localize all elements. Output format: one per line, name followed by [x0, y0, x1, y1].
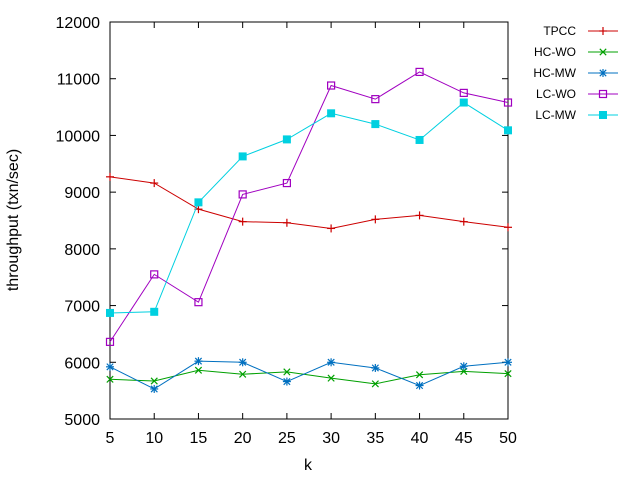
- data-point: [282, 178, 291, 188]
- data-point: [238, 152, 247, 161]
- data-point: [327, 81, 336, 90]
- data-point: [371, 95, 380, 104]
- data-point: [371, 120, 380, 129]
- x-tick-label: 25: [278, 430, 296, 447]
- y-tick-label: 9000: [64, 185, 100, 202]
- legend-label: HC-WO: [534, 45, 576, 59]
- data-point: [106, 362, 114, 371]
- series-hc-mw: [106, 357, 512, 393]
- data-point: [415, 67, 424, 77]
- legend-item: HC-WO: [534, 45, 618, 59]
- data-point: [194, 298, 203, 307]
- data-point: [327, 374, 335, 382]
- data-point: [459, 98, 468, 107]
- data-point: [504, 370, 512, 378]
- legend-item: TPCC: [543, 24, 618, 38]
- data-point: [150, 384, 159, 393]
- data-point: [194, 357, 203, 366]
- data-point: [327, 358, 336, 367]
- data-point: [503, 98, 513, 107]
- series-hc-wo: [106, 366, 512, 388]
- x-axis-label: k: [304, 457, 313, 474]
- data-point: [106, 308, 114, 317]
- legend: TPCC HC-WO HC-MW LC-WO LC-MW: [533, 24, 618, 122]
- series-line: [109, 101, 509, 314]
- data-point: [504, 358, 512, 367]
- data-point: [106, 375, 114, 383]
- data-point: [194, 198, 203, 207]
- legend-marker: [599, 111, 607, 119]
- plot-frame: [109, 21, 509, 420]
- data-point: [504, 223, 512, 232]
- legend-item: HC-MW: [533, 66, 618, 80]
- data-point: [238, 190, 247, 199]
- plot-area: [109, 21, 509, 420]
- data-point: [150, 179, 159, 188]
- series-tpcc: [106, 172, 512, 233]
- series-line: [109, 360, 509, 390]
- x-tick-label: 35: [366, 430, 384, 447]
- data-point: [371, 363, 380, 372]
- data-point: [371, 215, 380, 224]
- y-tick-label: 11000: [57, 72, 100, 89]
- x-tick-label: 30: [322, 430, 340, 447]
- data-point: [327, 224, 336, 233]
- data-point: [283, 368, 291, 376]
- data-point: [150, 377, 158, 385]
- data-point: [238, 358, 247, 367]
- legend-marker: [598, 89, 608, 99]
- x-tick-label: 45: [455, 430, 473, 447]
- data-point: [415, 135, 424, 144]
- series-line: [109, 176, 509, 229]
- data-point: [150, 307, 159, 316]
- y-tick-label: 5000: [64, 412, 100, 429]
- data-point: [150, 270, 159, 279]
- series-lc-mw: [106, 98, 512, 317]
- legend-marker: [599, 69, 607, 77]
- y-tick-label: 6000: [64, 355, 100, 372]
- legend-marker: [599, 27, 607, 35]
- x-tick-label: 15: [190, 430, 208, 447]
- data-point: [282, 135, 291, 144]
- legend-label: HC-MW: [533, 66, 576, 80]
- data-point: [194, 366, 203, 374]
- y-tick-label: 12000: [56, 15, 101, 32]
- y-axis-label: throughput (txn/sec): [5, 149, 22, 291]
- data-point: [371, 380, 379, 388]
- series-line: [109, 71, 509, 343]
- data-point: [238, 217, 247, 226]
- axis-ticks: 5 10 15 20 25 30 35 40 45 50 5000 6000 7000 8000 9000 1…: [56, 15, 518, 447]
- series-layer: [105, 67, 513, 393]
- data-point: [415, 211, 424, 220]
- legend-item: LC-WO: [536, 87, 618, 101]
- x-tick-label: 10: [145, 430, 163, 447]
- data-point: [282, 218, 291, 227]
- y-tick-label: 8000: [64, 242, 100, 259]
- series-lc-wo: [105, 67, 513, 346]
- data-point: [105, 337, 115, 346]
- legend-label: TPCC: [543, 24, 576, 38]
- x-tick-label: 20: [234, 430, 252, 447]
- x-tick-label: 50: [499, 430, 517, 447]
- data-point: [282, 377, 291, 386]
- legend-item: LC-MW: [535, 108, 618, 122]
- data-point: [327, 109, 336, 118]
- x-tick-label: 5: [106, 430, 115, 447]
- y-tick-label: 10000: [56, 128, 101, 145]
- data-point: [459, 88, 468, 97]
- legend-label: LC-MW: [535, 108, 576, 122]
- data-point: [106, 172, 114, 181]
- data-point: [415, 371, 424, 379]
- data-point: [459, 362, 468, 371]
- data-point: [504, 126, 512, 135]
- data-point: [239, 370, 247, 378]
- data-point: [459, 217, 468, 226]
- data-point: [415, 381, 424, 390]
- legend-marker: [599, 48, 607, 56]
- x-tick-label: 40: [411, 430, 429, 447]
- y-tick-label: 7000: [64, 299, 100, 316]
- legend-label: LC-WO: [536, 87, 576, 101]
